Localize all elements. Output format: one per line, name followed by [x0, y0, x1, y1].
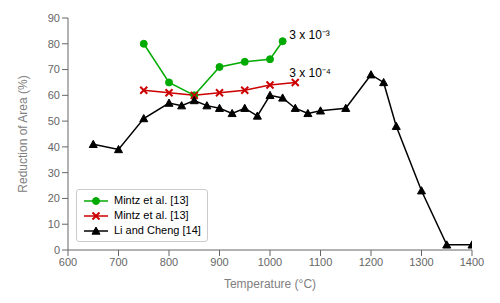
svg-text:3 x 10⁻⁴: 3 x 10⁻⁴	[289, 66, 331, 80]
svg-text:700: 700	[109, 256, 127, 268]
svg-text:10: 10	[48, 218, 60, 230]
svg-text:30: 30	[48, 167, 60, 179]
svg-text:Reduction of Area (%): Reduction of Area (%)	[16, 75, 30, 192]
svg-text:800: 800	[160, 256, 178, 268]
svg-text:900: 900	[210, 256, 228, 268]
svg-text:1000: 1000	[258, 256, 282, 268]
svg-text:0: 0	[54, 244, 60, 256]
svg-text:1400: 1400	[460, 256, 484, 268]
svg-text:60: 60	[48, 89, 60, 101]
svg-text:70: 70	[48, 63, 60, 75]
html-text:Mintz et al. [13]: Mintz et al. [13]	[114, 194, 189, 206]
svg-text:Temperature (°C): Temperature (°C)	[224, 277, 316, 291]
html-text:Mintz et al. [13]: Mintz et al. [13]	[114, 209, 189, 221]
svg-text:50: 50	[48, 115, 60, 127]
svg-text:1300: 1300	[409, 256, 433, 268]
svg-text:1200: 1200	[359, 256, 383, 268]
svg-text:40: 40	[48, 141, 60, 153]
svg-text:3 x 10⁻³: 3 x 10⁻³	[289, 28, 330, 42]
svg-text:80: 80	[48, 38, 60, 50]
svg-text:90: 90	[48, 12, 60, 24]
svg-text:1100: 1100	[309, 256, 333, 268]
html-text:Li and Cheng [14]: Li and Cheng [14]	[114, 224, 201, 236]
svg-text:20: 20	[48, 192, 60, 204]
svg-text:600: 600	[59, 256, 77, 268]
